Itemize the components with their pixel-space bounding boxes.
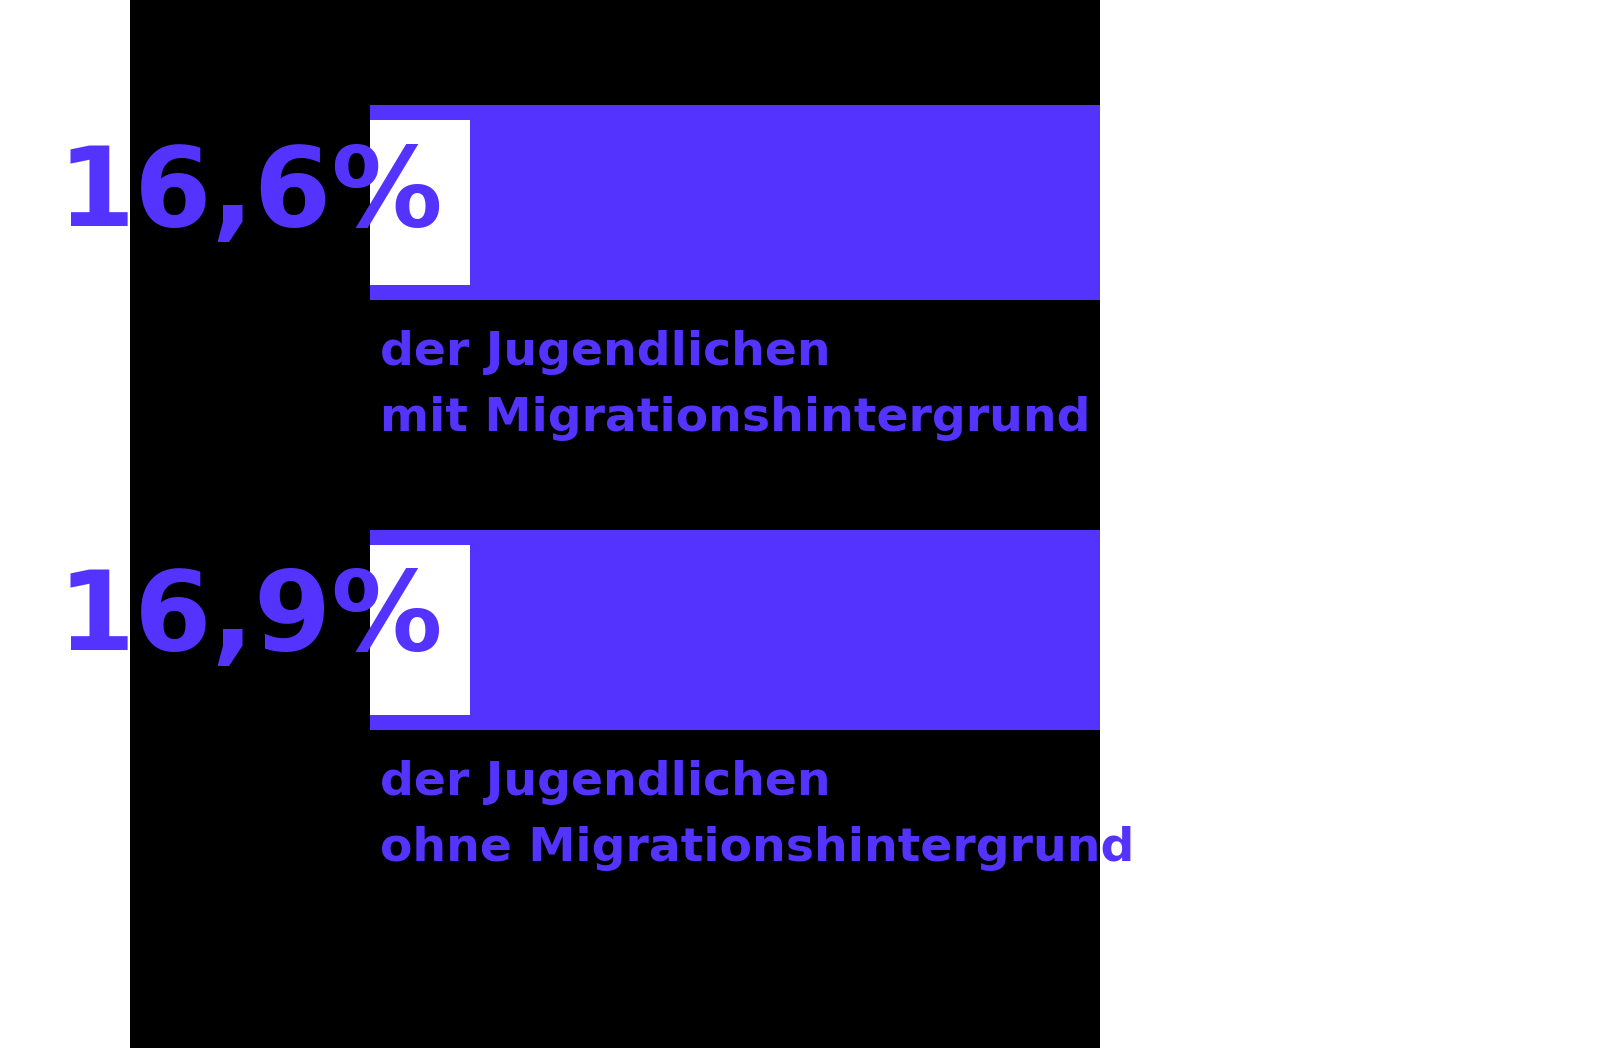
- Text: 16,6%: 16,6%: [58, 141, 443, 248]
- Bar: [130, 0, 1101, 1048]
- Bar: [370, 545, 470, 715]
- Bar: [370, 105, 1101, 300]
- Bar: [370, 121, 470, 285]
- Text: der Jugendlichen
mit Migrationshintergrund: der Jugendlichen mit Migrationshintergru…: [381, 330, 1091, 441]
- Bar: [370, 530, 1101, 730]
- Text: 16,9%: 16,9%: [58, 567, 443, 674]
- Text: der Jugendlichen
ohne Migrationshintergrund: der Jugendlichen ohne Migrationshintergr…: [381, 760, 1134, 871]
